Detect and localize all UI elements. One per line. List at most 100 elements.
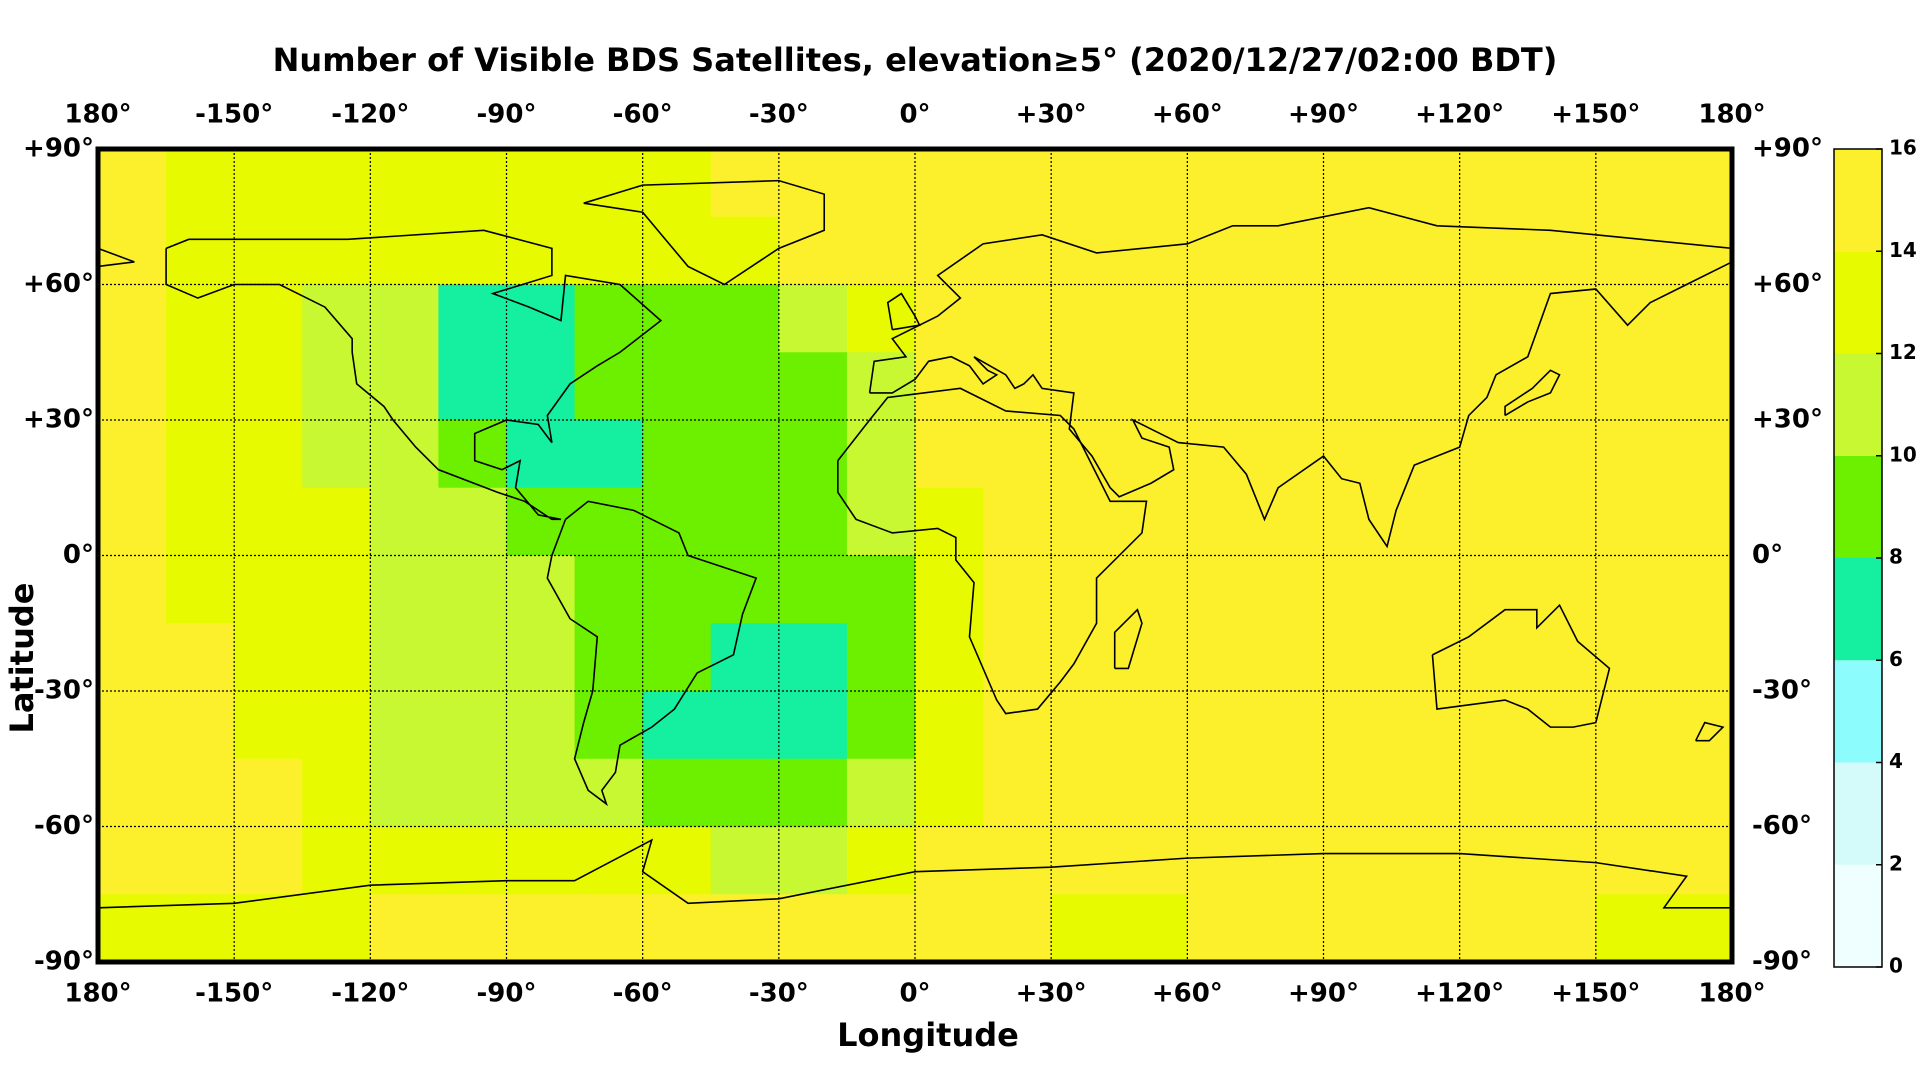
cell [846,623,916,692]
cell [778,284,848,353]
cell [1663,149,1733,218]
cell [438,216,507,285]
coastline [97,247,135,268]
cell [1527,758,1597,827]
cell [574,691,644,760]
x-tick-label: +90° [1288,100,1359,130]
cell [1255,758,1324,827]
cell [234,555,303,624]
cell [574,420,644,489]
x-tick-label: 180° [64,100,131,130]
cell [438,555,507,624]
cell [506,149,576,218]
y-tick-label: 0° [63,540,94,570]
cell [438,826,507,895]
cell [98,149,167,218]
cell [1663,216,1733,285]
cell [574,555,644,624]
cell [1187,284,1256,353]
heatmap [98,149,1733,963]
cell [983,149,1052,218]
x-tick-label: +120° [1415,100,1504,130]
cell [1051,758,1120,827]
coastline [837,387,1148,715]
cell [1663,826,1733,895]
cell [98,284,167,353]
cell [234,826,303,895]
coastline [1694,721,1725,742]
cell [915,352,984,421]
cell [710,691,780,760]
cell [438,487,507,556]
cell [574,826,644,895]
x-tick-label: +60° [1152,979,1223,1009]
x-tick-label: -30° [749,979,809,1009]
cell [1527,284,1597,353]
cell [710,352,780,421]
cell [1119,758,1188,827]
cell [370,352,439,421]
colorbar-label: 16 [1889,136,1917,160]
cell [438,691,507,760]
cell [438,149,507,218]
colorbar-label: 4 [1889,749,1903,773]
cell [983,487,1052,556]
cell [1187,149,1256,218]
cell [1187,623,1256,692]
y-tick-label: -60° [1752,811,1812,841]
cell [302,555,371,624]
colorbar-swatch [1834,353,1882,456]
cell [1051,284,1120,353]
cell [1119,691,1188,760]
cell [1119,894,1188,963]
cell [710,420,780,489]
cell [710,487,780,556]
cell [98,216,167,285]
cell [1459,420,1529,489]
cell [1459,691,1529,760]
y-tick-label: +30° [1752,405,1823,435]
cell [166,352,235,421]
colorbar-swatch [1834,762,1882,865]
cell [98,487,167,556]
cell [846,420,916,489]
cell [166,623,235,692]
cell [302,149,371,218]
cell [1595,894,1665,963]
cell [438,284,507,353]
cell [98,420,167,489]
cell [1051,826,1120,895]
x-tick-label: -90° [477,979,537,1009]
cell [1459,487,1529,556]
cell [1459,758,1529,827]
cell [710,284,780,353]
x-tick-label: +30° [1016,979,1087,1009]
cell [1323,758,1393,827]
cell [1255,826,1324,895]
y-tick-label: +60° [1752,269,1823,299]
coastline [97,838,1732,909]
cell [1255,623,1324,692]
cell [234,149,303,218]
cell [642,420,712,489]
cell [778,216,848,285]
coastline [1113,608,1143,670]
cell [370,894,439,963]
cell [1459,149,1529,218]
cell [1323,894,1393,963]
cell [574,894,644,963]
x-tick-label: -60° [613,100,673,130]
cell [370,623,439,692]
x-tick-label: 180° [64,979,131,1009]
cell [98,352,167,421]
cell [846,826,916,895]
cell [915,826,984,895]
cell [983,216,1052,285]
colorbar: 0 2 4 6 8 10 12 14 16 [1833,136,1917,978]
cell [1323,216,1393,285]
cell [846,555,916,624]
cell [915,487,984,556]
cell [778,894,848,963]
cell [1663,758,1733,827]
cell [302,826,371,895]
